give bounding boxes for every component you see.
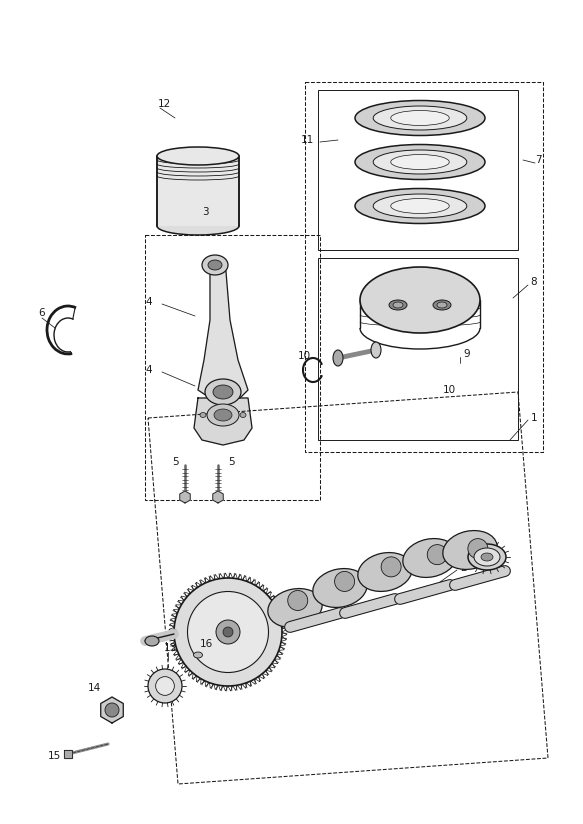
Text: 10: 10 bbox=[298, 351, 311, 361]
Circle shape bbox=[105, 703, 119, 717]
Text: 4: 4 bbox=[145, 365, 152, 375]
Ellipse shape bbox=[360, 267, 480, 333]
Text: 8: 8 bbox=[530, 277, 536, 287]
Ellipse shape bbox=[313, 569, 367, 607]
Ellipse shape bbox=[474, 548, 500, 566]
Text: 12: 12 bbox=[158, 99, 171, 109]
Ellipse shape bbox=[373, 194, 467, 218]
Polygon shape bbox=[194, 398, 252, 445]
Circle shape bbox=[223, 627, 233, 637]
Text: 16: 16 bbox=[200, 639, 213, 649]
Ellipse shape bbox=[202, 255, 228, 275]
Text: 5: 5 bbox=[228, 457, 234, 467]
Bar bbox=[318, 90, 518, 250]
Ellipse shape bbox=[433, 300, 451, 310]
Ellipse shape bbox=[208, 260, 222, 270]
Ellipse shape bbox=[355, 101, 485, 135]
Text: 2: 2 bbox=[460, 563, 466, 573]
Ellipse shape bbox=[207, 404, 239, 426]
Ellipse shape bbox=[437, 302, 447, 308]
Text: 13: 13 bbox=[164, 643, 177, 653]
Bar bbox=[305, 82, 543, 452]
Text: 3: 3 bbox=[202, 207, 209, 217]
Polygon shape bbox=[180, 491, 190, 503]
Ellipse shape bbox=[200, 413, 206, 418]
Ellipse shape bbox=[145, 636, 159, 646]
Circle shape bbox=[148, 669, 182, 703]
Ellipse shape bbox=[373, 150, 467, 174]
Circle shape bbox=[427, 545, 447, 564]
Circle shape bbox=[188, 592, 269, 672]
Polygon shape bbox=[198, 260, 248, 400]
Bar bbox=[157, 156, 239, 226]
Ellipse shape bbox=[214, 409, 232, 421]
Circle shape bbox=[216, 620, 240, 644]
Text: 4: 4 bbox=[145, 297, 152, 307]
Ellipse shape bbox=[389, 300, 407, 310]
Ellipse shape bbox=[391, 155, 449, 170]
Ellipse shape bbox=[333, 350, 343, 366]
Ellipse shape bbox=[371, 342, 381, 358]
Ellipse shape bbox=[157, 147, 239, 165]
Text: 9: 9 bbox=[463, 349, 470, 359]
Ellipse shape bbox=[391, 110, 449, 125]
Text: 1: 1 bbox=[531, 413, 538, 423]
Ellipse shape bbox=[468, 544, 506, 570]
Ellipse shape bbox=[213, 385, 233, 399]
Polygon shape bbox=[213, 491, 223, 503]
Circle shape bbox=[288, 591, 308, 611]
Polygon shape bbox=[64, 750, 72, 758]
Ellipse shape bbox=[358, 553, 412, 592]
Text: 10: 10 bbox=[443, 385, 456, 395]
Ellipse shape bbox=[355, 144, 485, 180]
Ellipse shape bbox=[157, 217, 239, 235]
Circle shape bbox=[335, 572, 354, 592]
Text: 7: 7 bbox=[535, 155, 542, 165]
Circle shape bbox=[468, 539, 488, 559]
Ellipse shape bbox=[391, 199, 449, 213]
Text: 14: 14 bbox=[88, 683, 101, 693]
Bar bbox=[145, 235, 320, 500]
Ellipse shape bbox=[268, 588, 322, 627]
Ellipse shape bbox=[240, 413, 246, 418]
Circle shape bbox=[156, 677, 174, 695]
Circle shape bbox=[381, 557, 401, 577]
Ellipse shape bbox=[355, 189, 485, 223]
Ellipse shape bbox=[443, 531, 497, 569]
Text: 11: 11 bbox=[301, 135, 314, 145]
Text: 5: 5 bbox=[172, 457, 178, 467]
Ellipse shape bbox=[403, 539, 457, 578]
Polygon shape bbox=[101, 697, 123, 723]
Circle shape bbox=[174, 578, 282, 686]
Ellipse shape bbox=[194, 652, 202, 658]
Bar bbox=[318, 258, 518, 440]
Text: 6: 6 bbox=[38, 308, 45, 318]
Ellipse shape bbox=[373, 106, 467, 130]
Ellipse shape bbox=[481, 553, 493, 561]
Text: 15: 15 bbox=[48, 751, 61, 761]
Ellipse shape bbox=[205, 379, 241, 405]
Ellipse shape bbox=[393, 302, 403, 308]
